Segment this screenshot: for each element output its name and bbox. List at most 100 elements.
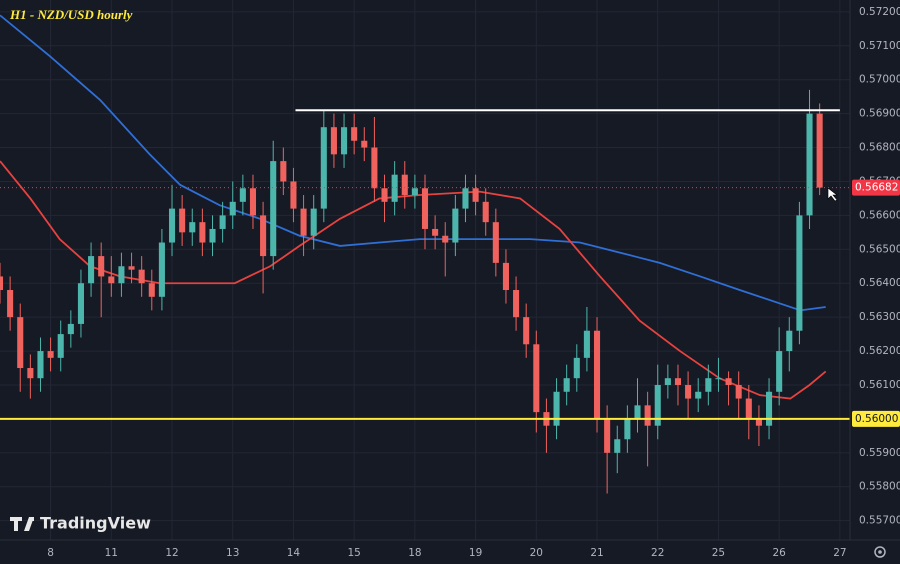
candle-body xyxy=(553,391,560,426)
candle-body xyxy=(330,127,337,155)
y-tick-label: 0.56200 xyxy=(859,345,900,357)
x-tick-label: 20 xyxy=(530,547,543,559)
candle-body xyxy=(715,378,722,380)
candle-body xyxy=(47,351,54,358)
candle-body xyxy=(674,378,682,385)
candle-body xyxy=(260,215,267,257)
candle-body xyxy=(705,378,712,392)
x-tick-label: 15 xyxy=(347,547,360,559)
candle-body xyxy=(654,384,661,426)
candle-body xyxy=(583,330,590,358)
x-tick-label: 8 xyxy=(47,547,54,559)
candle-body xyxy=(88,256,95,284)
y-tick-label: 0.56400 xyxy=(859,277,900,289)
y-tick-label: 0.55900 xyxy=(859,447,900,459)
price-tag-label: 0.56000 xyxy=(855,413,898,425)
candle-body xyxy=(624,418,631,440)
y-tick-label: 0.56100 xyxy=(859,379,900,391)
candle-body xyxy=(421,188,429,229)
candle-body xyxy=(239,188,246,202)
candle-body xyxy=(0,276,4,291)
x-tick-label: 27 xyxy=(833,547,846,559)
x-tick-label: 25 xyxy=(712,547,725,559)
candle-body xyxy=(310,208,317,236)
x-tick-label: 14 xyxy=(287,547,301,559)
axes: 0.55700 0.55800 0.55900 0.56000 0.56100 0.562… xyxy=(47,6,900,559)
settings-icon-center[interactable] xyxy=(878,550,882,554)
candle-body xyxy=(27,368,34,379)
candle-body xyxy=(563,378,570,392)
price-tag-label: 0.56682 xyxy=(855,182,898,194)
candle-body xyxy=(634,405,641,419)
x-tick-label: 12 xyxy=(165,547,178,559)
candle-body xyxy=(270,161,277,257)
candle-body xyxy=(685,384,692,399)
candle-body xyxy=(533,344,540,413)
candle-body xyxy=(371,147,378,189)
candle-body xyxy=(280,161,287,182)
candle-body xyxy=(128,266,135,270)
candle-body xyxy=(644,405,651,426)
candle-body xyxy=(452,208,459,243)
candle-body xyxy=(168,208,176,243)
x-tick-label: 19 xyxy=(469,547,482,559)
candle-body xyxy=(67,323,74,335)
candle-body xyxy=(442,235,449,243)
y-tick-label: 0.56500 xyxy=(859,243,900,255)
y-tick-label: 0.56300 xyxy=(859,311,900,323)
candle-body xyxy=(523,317,530,345)
settings-button[interactable] xyxy=(874,546,886,558)
candle-body xyxy=(320,127,327,209)
candle-body xyxy=(77,283,84,324)
candle-body xyxy=(745,398,752,419)
candle-body xyxy=(229,201,236,216)
candle-body xyxy=(796,215,803,331)
candle-body xyxy=(300,208,307,236)
candle-body xyxy=(290,181,297,209)
candle-body xyxy=(786,330,793,352)
candle-body xyxy=(351,127,358,141)
candle-body xyxy=(158,242,165,297)
candle-body xyxy=(361,140,368,148)
candle-body xyxy=(391,174,398,202)
candle-body xyxy=(411,188,418,196)
candle-body xyxy=(401,174,408,196)
candle-body xyxy=(776,351,783,392)
candle-body xyxy=(664,378,671,385)
y-tick-label: 0.57000 xyxy=(859,74,900,86)
candle-body xyxy=(7,290,14,318)
candle-body xyxy=(118,266,125,284)
logo: TradingView xyxy=(10,514,151,533)
candle-body xyxy=(148,283,155,297)
candle-body xyxy=(766,391,773,426)
candle-body xyxy=(138,269,145,284)
candle-body xyxy=(37,351,44,379)
settings-icon[interactable] xyxy=(874,546,886,558)
candle-body xyxy=(806,113,813,216)
x-tick-label: 21 xyxy=(590,547,603,559)
x-tick-label: 11 xyxy=(105,547,118,559)
candle-body xyxy=(735,384,742,399)
candle-body xyxy=(614,439,621,453)
candle-body xyxy=(492,222,499,263)
y-tick-label: 0.55800 xyxy=(859,481,900,493)
x-tick-label: 13 xyxy=(226,547,239,559)
candle-body xyxy=(98,256,105,277)
price-tag xyxy=(852,410,900,427)
y-tick-label: 0.56600 xyxy=(859,209,900,221)
logo-text: TradingView xyxy=(40,514,151,533)
x-tick-label: 18 xyxy=(408,547,421,559)
y-tick-label: 0.55700 xyxy=(859,515,900,527)
candle-body xyxy=(341,127,348,155)
candle-body xyxy=(179,208,186,233)
candle-body xyxy=(725,378,732,385)
y-tick-label: 0.57200 xyxy=(859,6,900,18)
candle-body xyxy=(57,334,64,358)
candle-body xyxy=(432,228,439,236)
x-tick-label: 22 xyxy=(651,547,664,559)
y-tick-label: 0.57100 xyxy=(859,40,900,52)
candle-body xyxy=(513,290,520,318)
